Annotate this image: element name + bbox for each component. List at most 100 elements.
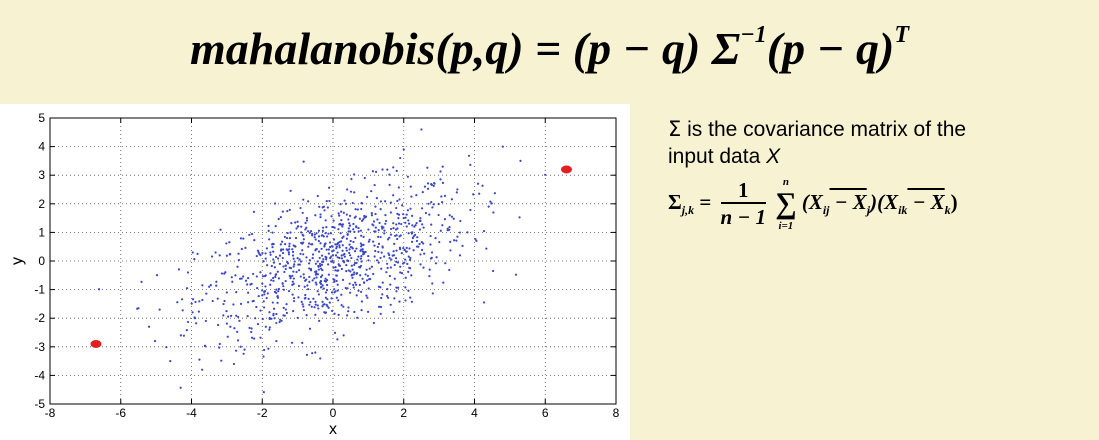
data-point [478, 192, 481, 195]
data-point [476, 182, 480, 185]
data-point [327, 252, 330, 255]
data-point [246, 315, 249, 318]
data-point [404, 286, 407, 289]
data-point [255, 305, 258, 309]
data-point [341, 223, 345, 226]
data-point [396, 212, 399, 215]
data-point [304, 296, 307, 299]
data-point [327, 232, 330, 235]
data-point [360, 234, 363, 237]
data-point [359, 274, 362, 277]
data-point [209, 284, 212, 287]
data-point [392, 226, 395, 230]
data-point [379, 200, 383, 203]
data-point [186, 271, 190, 274]
data-point [395, 206, 398, 210]
data-point [392, 310, 395, 314]
data-point [352, 222, 355, 226]
data-point [285, 311, 289, 315]
data-point [379, 305, 383, 309]
data-point [283, 314, 286, 317]
data-point [398, 248, 402, 251]
data-point [377, 229, 380, 232]
data-point [402, 246, 405, 250]
data-point [261, 289, 264, 292]
data-point [360, 260, 363, 263]
data-point [321, 274, 324, 277]
data-point [250, 327, 253, 330]
data-point [353, 173, 356, 176]
data-point [274, 255, 278, 259]
data-point [253, 239, 256, 242]
data-point [262, 306, 266, 309]
data-point [341, 249, 344, 252]
data-point [324, 232, 327, 235]
data-point [269, 272, 272, 275]
data-point [357, 289, 360, 292]
x-tick-label: -4 [186, 406, 197, 420]
data-point [240, 247, 243, 251]
data-point [289, 189, 292, 192]
data-point [367, 287, 370, 290]
y-tick-label: -4 [34, 368, 45, 382]
data-point [347, 310, 350, 313]
data-point [475, 239, 478, 243]
data-point [268, 328, 271, 331]
data-point [373, 230, 376, 233]
data-point [348, 254, 352, 257]
x-tick-label: -8 [45, 406, 56, 420]
data-point [369, 277, 372, 281]
data-point [229, 325, 232, 328]
data-point [345, 246, 348, 250]
data-point [317, 307, 320, 310]
data-point [268, 311, 271, 314]
data-point [456, 188, 459, 191]
data-point [321, 226, 325, 229]
data-point [466, 231, 469, 234]
data-point [392, 166, 395, 169]
data-point [389, 201, 392, 204]
data-point [330, 291, 334, 294]
data-point [302, 160, 305, 163]
data-point [367, 254, 370, 258]
description-line2: input data [668, 145, 767, 168]
data-point [434, 262, 438, 265]
data-point [314, 300, 317, 303]
data-point [437, 202, 440, 206]
data-point [231, 280, 234, 283]
sigma-symbol: Σ [668, 117, 682, 141]
data-point [302, 273, 305, 276]
data-point [272, 258, 275, 261]
data-point [302, 305, 305, 308]
data-point [252, 210, 256, 213]
data-point [377, 261, 380, 264]
data-point [243, 348, 246, 351]
data-point [276, 296, 280, 299]
data-point [431, 292, 434, 295]
data-point [450, 215, 453, 218]
data-point [291, 274, 294, 277]
data-point [351, 201, 354, 205]
data-point [289, 267, 293, 270]
data-point [384, 200, 387, 203]
data-point [315, 283, 318, 286]
data-point [292, 265, 295, 268]
data-point [330, 255, 333, 258]
data-point [348, 251, 351, 255]
data-point [357, 230, 360, 233]
data-point [281, 256, 284, 260]
data-point [352, 228, 355, 231]
data-point [313, 277, 316, 280]
data-point [222, 314, 225, 317]
data-point [384, 213, 387, 217]
data-point [387, 252, 390, 255]
data-point [300, 300, 303, 303]
data-point [432, 184, 435, 188]
data-point [417, 245, 420, 248]
data-point [263, 293, 266, 296]
data-point [379, 286, 382, 289]
data-point [395, 223, 398, 226]
data-point [340, 254, 343, 257]
data-point [379, 256, 382, 260]
data-point [277, 217, 280, 221]
